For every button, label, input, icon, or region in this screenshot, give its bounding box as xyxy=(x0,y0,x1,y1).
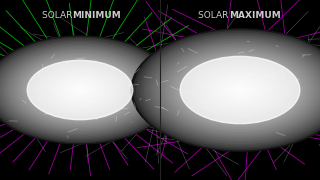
Circle shape xyxy=(232,86,248,95)
Circle shape xyxy=(229,84,251,96)
Circle shape xyxy=(73,86,87,94)
Circle shape xyxy=(207,72,273,108)
Circle shape xyxy=(177,55,303,125)
Circle shape xyxy=(216,76,265,104)
Circle shape xyxy=(194,64,286,116)
Circle shape xyxy=(202,69,278,111)
Circle shape xyxy=(0,41,166,139)
Circle shape xyxy=(169,50,311,130)
Circle shape xyxy=(32,63,128,117)
Circle shape xyxy=(150,40,320,141)
Text: MINIMUM: MINIMUM xyxy=(72,11,121,20)
Circle shape xyxy=(156,43,320,138)
Circle shape xyxy=(137,32,320,148)
Circle shape xyxy=(142,35,320,145)
Circle shape xyxy=(196,66,284,114)
Circle shape xyxy=(199,67,281,113)
Circle shape xyxy=(0,43,164,137)
Circle shape xyxy=(161,46,319,134)
Circle shape xyxy=(15,54,145,127)
Circle shape xyxy=(158,44,320,136)
Circle shape xyxy=(51,74,109,106)
Circle shape xyxy=(42,68,118,112)
Circle shape xyxy=(6,48,154,132)
Circle shape xyxy=(27,60,133,120)
Circle shape xyxy=(172,52,308,128)
Circle shape xyxy=(0,44,162,136)
Circle shape xyxy=(22,58,138,122)
Circle shape xyxy=(205,70,275,110)
Circle shape xyxy=(49,73,111,108)
Circle shape xyxy=(227,82,253,98)
Circle shape xyxy=(213,75,267,105)
Circle shape xyxy=(131,29,320,151)
Circle shape xyxy=(77,89,83,91)
Circle shape xyxy=(175,53,305,127)
Circle shape xyxy=(180,56,300,124)
Circle shape xyxy=(224,81,256,99)
Circle shape xyxy=(46,71,114,109)
Circle shape xyxy=(164,47,316,133)
Circle shape xyxy=(140,33,320,147)
Circle shape xyxy=(134,30,320,150)
Circle shape xyxy=(186,59,294,121)
Circle shape xyxy=(53,75,106,105)
Circle shape xyxy=(20,56,140,124)
Circle shape xyxy=(188,61,292,119)
Circle shape xyxy=(44,70,116,110)
Circle shape xyxy=(66,82,94,98)
Circle shape xyxy=(167,49,314,131)
Circle shape xyxy=(0,37,174,143)
Circle shape xyxy=(3,47,157,133)
Circle shape xyxy=(145,36,320,144)
Circle shape xyxy=(68,83,92,97)
Circle shape xyxy=(37,66,123,114)
Circle shape xyxy=(63,81,97,100)
Circle shape xyxy=(27,60,133,120)
Circle shape xyxy=(61,79,99,101)
Circle shape xyxy=(148,38,320,142)
Circle shape xyxy=(25,59,135,121)
Circle shape xyxy=(221,79,259,101)
Circle shape xyxy=(35,64,125,116)
Circle shape xyxy=(39,67,121,113)
Circle shape xyxy=(0,36,176,144)
Circle shape xyxy=(18,55,142,125)
Text: SOLAR: SOLAR xyxy=(198,11,232,20)
Circle shape xyxy=(218,78,262,102)
Circle shape xyxy=(153,41,320,139)
Circle shape xyxy=(180,56,300,124)
Circle shape xyxy=(11,51,150,129)
Text: MAXIMUM: MAXIMUM xyxy=(229,11,281,20)
Circle shape xyxy=(56,76,104,104)
Circle shape xyxy=(13,52,147,128)
Circle shape xyxy=(58,78,102,102)
Circle shape xyxy=(1,46,159,135)
Circle shape xyxy=(191,62,289,118)
Circle shape xyxy=(210,73,270,107)
Circle shape xyxy=(8,50,152,130)
Circle shape xyxy=(70,85,90,95)
Circle shape xyxy=(0,39,171,141)
Circle shape xyxy=(0,40,169,140)
Circle shape xyxy=(183,58,297,122)
Circle shape xyxy=(75,87,85,93)
Circle shape xyxy=(237,89,243,92)
Text: SOLAR: SOLAR xyxy=(42,11,75,20)
Circle shape xyxy=(235,87,245,93)
Circle shape xyxy=(30,62,131,118)
